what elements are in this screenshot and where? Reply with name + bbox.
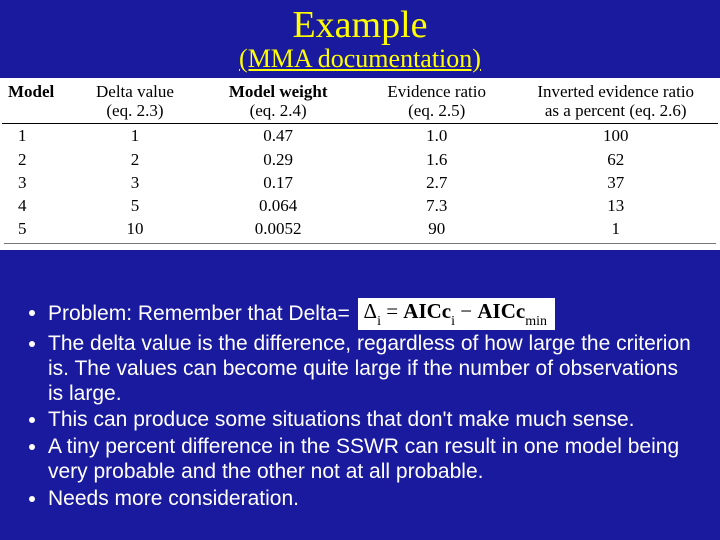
col-model: Model xyxy=(2,82,74,124)
table-row: 330.172.737 xyxy=(2,171,718,194)
slide-subtitle: (MMA documentation) xyxy=(0,44,720,78)
col-weight: Model weight (eq. 2.4) xyxy=(196,82,360,124)
table-row: 110.471.0100 xyxy=(2,124,718,148)
data-table-region: Model Delta value (eq. 2.3) Model weight… xyxy=(0,78,720,250)
bullet-1: Problem: Remember that Delta= Δi = AICci… xyxy=(48,298,698,331)
table-row: 450.0647.313 xyxy=(2,194,718,217)
col-delta: Delta value (eq. 2.3) xyxy=(74,82,197,124)
slide-title: Example xyxy=(0,0,720,46)
table-row: 5100.0052901 xyxy=(2,217,718,242)
bullet-2: The delta value is the difference, regar… xyxy=(48,332,698,406)
bullet-5: Needs more consideration. xyxy=(48,487,698,512)
col-inv: Inverted evidence ratio as a percent (eq… xyxy=(513,82,718,124)
header-row: Model Delta value (eq. 2.3) Model weight… xyxy=(2,82,718,124)
formula-box: Δi = AICci − AICcmin xyxy=(358,298,555,331)
data-table: Model Delta value (eq. 2.3) Model weight… xyxy=(2,82,718,243)
bullet-region: Problem: Remember that Delta= Δi = AICci… xyxy=(0,250,720,512)
bullet-4: A tiny percent difference in the SSWR ca… xyxy=(48,435,698,485)
table-row: 220.291.662 xyxy=(2,148,718,171)
bullet-3: This can produce some situations that do… xyxy=(48,408,698,433)
col-evratio: Evidence ratio (eq. 2.5) xyxy=(360,82,513,124)
bullet-1-text: Problem: Remember that Delta= xyxy=(48,301,356,324)
